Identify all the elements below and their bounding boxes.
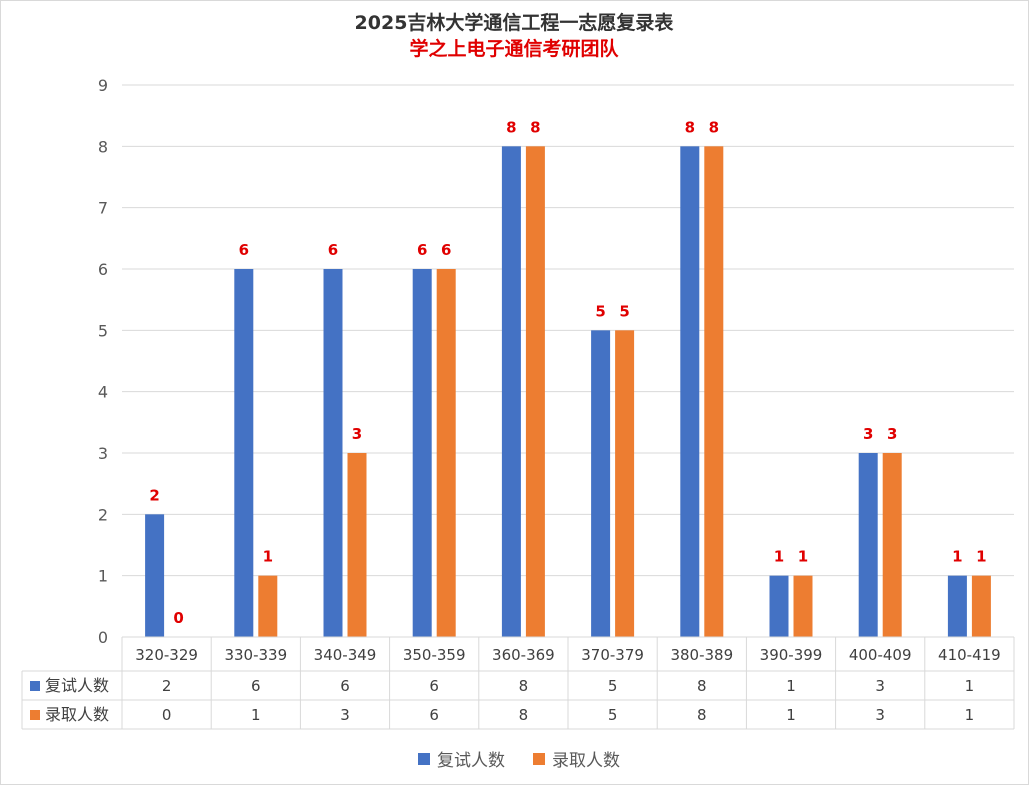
- table-cell: 6: [429, 706, 439, 724]
- table-cell: 5: [608, 677, 618, 695]
- table-series-name: 录取人数: [45, 705, 109, 724]
- legend: 复试人数 录取人数: [418, 751, 620, 771]
- category-label: 340-349: [314, 646, 377, 664]
- bar: [615, 330, 635, 637]
- data-label: 8: [709, 118, 719, 136]
- table-cell: 8: [519, 677, 529, 695]
- data-label: 1: [798, 548, 808, 566]
- bar: [947, 575, 967, 637]
- data-label: 8: [685, 118, 695, 136]
- bar: [971, 575, 991, 637]
- bar: [769, 575, 789, 637]
- table-cell: 0: [162, 706, 172, 724]
- data-label: 2: [149, 486, 159, 504]
- bar: [234, 269, 254, 637]
- data-label: 6: [239, 241, 249, 259]
- table-cell: 3: [875, 677, 885, 695]
- data-label: 1: [774, 548, 784, 566]
- table-cell: 2: [162, 677, 172, 695]
- table-cell: 8: [697, 677, 707, 695]
- table-cell: 6: [340, 677, 350, 695]
- table-cell: 1: [965, 706, 975, 724]
- bars: [145, 146, 991, 638]
- legend-label: 录取人数: [552, 751, 620, 771]
- category-label: 360-369: [492, 646, 555, 664]
- gridlines: [122, 84, 1014, 638]
- category-label: 410-419: [938, 646, 1001, 664]
- y-tick-label: 7: [98, 199, 108, 218]
- chart-title: 2025吉林大学通信工程一志愿复录表: [355, 11, 675, 34]
- category-label: 400-409: [849, 646, 912, 664]
- table-cell: 1: [786, 677, 796, 695]
- bar: [501, 146, 521, 638]
- data-label: 1: [976, 548, 986, 566]
- category-label: 390-399: [760, 646, 823, 664]
- table-cell: 5: [608, 706, 618, 724]
- category-label: 330-339: [224, 646, 287, 664]
- table-series-name: 复试人数: [45, 676, 109, 695]
- table-cell: 6: [251, 677, 261, 695]
- legend-label: 复试人数: [437, 751, 505, 771]
- table-cell: 8: [519, 706, 529, 724]
- bar: [145, 514, 165, 637]
- y-tick-label: 0: [98, 628, 108, 647]
- bar: [412, 269, 432, 637]
- bar: [258, 575, 278, 637]
- category-label: 380-389: [670, 646, 733, 664]
- data-table: 320-329 330-339 340-349 350-359 360-369 370-3…: [21, 636, 1015, 730]
- bar: [680, 146, 700, 638]
- data-label: 0: [173, 609, 183, 627]
- y-axis-tick-labels: 0 1 2 3 4 5 6 7 8 9: [98, 76, 108, 647]
- bar: [323, 269, 343, 637]
- legend-key: [533, 753, 545, 765]
- table-cell: 1: [251, 706, 261, 724]
- y-tick-label: 8: [98, 137, 108, 156]
- table-cell: 1: [786, 706, 796, 724]
- table-cell: 6: [429, 677, 439, 695]
- bar: [882, 453, 902, 637]
- data-label: 1: [263, 548, 273, 566]
- table-cell: 8: [697, 706, 707, 724]
- bar: [591, 330, 611, 637]
- legend-key: [418, 753, 430, 765]
- y-tick-label: 6: [98, 260, 108, 279]
- bar: [858, 453, 878, 637]
- category-label: 370-379: [581, 646, 644, 664]
- bar: [704, 146, 724, 638]
- y-tick-label: 4: [98, 383, 108, 402]
- y-tick-label: 3: [98, 444, 108, 463]
- y-tick-label: 9: [98, 76, 108, 95]
- data-label: 3: [863, 425, 873, 443]
- bar: [347, 453, 367, 637]
- data-label: 6: [417, 241, 427, 259]
- category-label: 320-329: [135, 646, 198, 664]
- data-label: 3: [352, 425, 362, 443]
- table-legend-key: [30, 681, 40, 691]
- data-label: 5: [595, 302, 605, 320]
- data-label: 6: [328, 241, 338, 259]
- data-label: 3: [887, 425, 897, 443]
- chart-subtitle: 学之上电子通信考研团队: [409, 37, 619, 60]
- bar: [793, 575, 813, 637]
- data-label: 5: [619, 302, 629, 320]
- data-label: 1: [952, 548, 962, 566]
- table-cell: 3: [875, 706, 885, 724]
- y-tick-label: 1: [98, 567, 108, 586]
- data-label: 6: [441, 241, 451, 259]
- bar: [436, 269, 456, 637]
- table-cell: 3: [340, 706, 350, 724]
- data-label: 8: [506, 118, 516, 136]
- category-label: 350-359: [403, 646, 466, 664]
- table-legend-key: [30, 710, 40, 720]
- table-cell: 1: [965, 677, 975, 695]
- bar: [525, 146, 545, 638]
- y-tick-label: 2: [98, 505, 108, 524]
- data-label: 8: [530, 118, 540, 136]
- y-tick-label: 5: [98, 321, 108, 340]
